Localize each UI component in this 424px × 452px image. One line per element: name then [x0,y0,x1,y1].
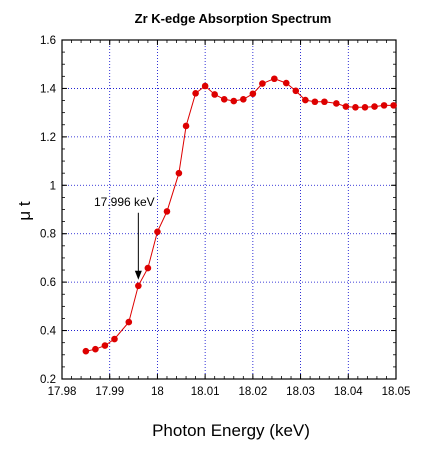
x-tick-label: 17.99 [95,386,124,398]
chart-title: Zr K-edge Absorption Spectrum [135,11,332,26]
data-point [311,98,319,106]
data-point [220,96,228,103]
data-point [230,97,238,105]
y-axis-ticks: 0.2 0.4 0.6 0.8 1 1.2 1.4 1.6 [40,35,396,386]
data-point [175,169,183,177]
data-point [321,98,328,106]
data-point [211,91,218,98]
x-tick-label: 18 [151,386,164,398]
data-point [390,102,397,109]
data-points [82,75,397,355]
data-point [282,79,290,87]
y-tick-label: 0.8 [40,229,56,241]
x-tick-label: 18.02 [238,386,267,398]
data-point [154,228,161,236]
x-tick-label: 17.98 [48,386,77,398]
x-tick-label: 18.05 [382,386,411,398]
data-point [342,103,350,110]
data-point [92,345,99,353]
data-point [135,282,142,290]
data-point [201,82,209,90]
data-point [249,90,257,98]
plot-frame [61,39,397,380]
x-axis-label: Photon Energy (keV) [152,421,310,440]
data-point [361,104,369,111]
annotation-arrow-head [134,270,142,280]
y-tick-label: 0.4 [40,326,57,338]
data-point [182,122,190,130]
data-point [259,80,266,87]
data-point [163,208,171,215]
y-tick-label: 1.2 [40,132,56,144]
data-point [101,342,109,349]
data-point [125,318,133,326]
y-tick-label: 1.6 [40,35,56,47]
data-point [192,89,199,97]
data-point [82,347,90,355]
data-point [111,335,118,343]
data-point [352,104,359,111]
x-tick-label: 18.01 [191,386,220,398]
annotation-label: 17.996 keV [94,195,155,209]
y-tick-label: 1.4 [40,83,57,95]
data-point [240,96,247,103]
y-tick-label: 0.2 [40,374,56,386]
data-point [302,96,309,104]
data-point [144,264,152,272]
data-point [333,100,340,107]
x-tick-label: 18.04 [334,386,363,398]
data-point [292,87,300,95]
x-axis-ticks: 17.98 17.99 18 18.01 18.02 18.03 18.04 18.05 [48,40,411,398]
y-tick-label: 1 [50,180,56,192]
y-tick-label: 0.6 [40,277,56,289]
data-point [380,102,388,109]
data-point [271,75,278,83]
annotation: 17.996 keV [94,195,155,280]
y-axis-label: μ t [15,201,34,221]
x-tick-label: 18.03 [286,386,315,398]
data-point [371,103,378,110]
grid [62,40,396,379]
series-line [85,78,394,352]
